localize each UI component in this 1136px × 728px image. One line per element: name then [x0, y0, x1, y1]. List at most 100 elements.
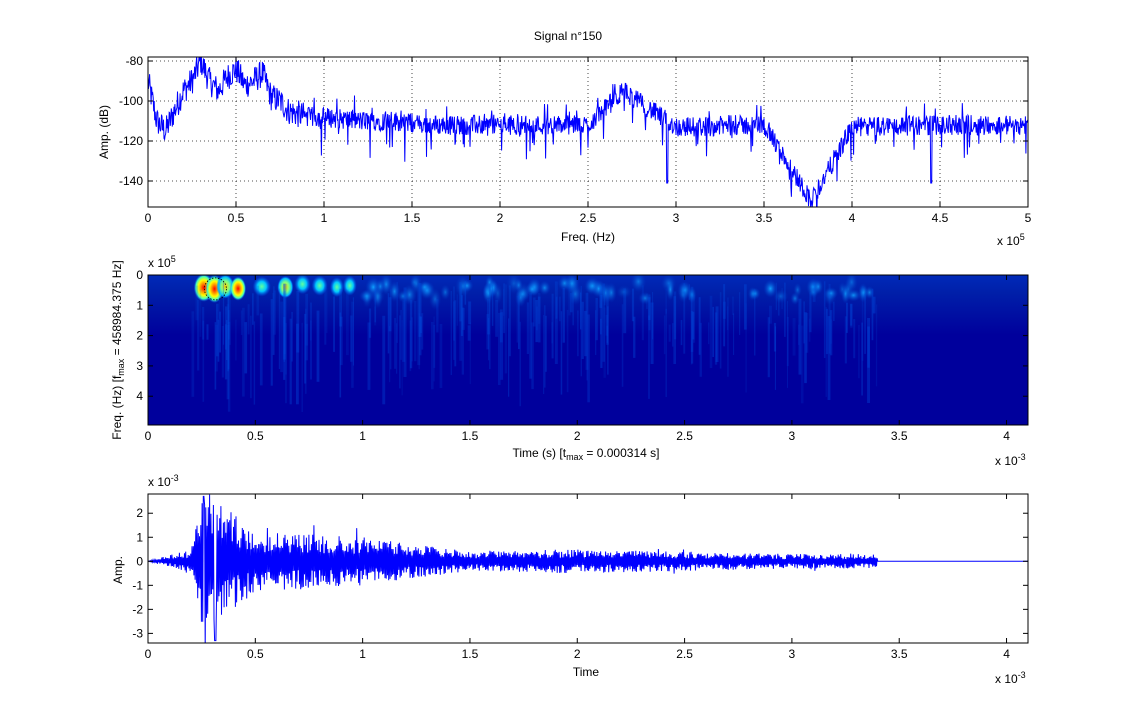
spectrogram-streak — [568, 284, 571, 316]
spectrogram-streak — [858, 325, 860, 379]
spectrogram-streak — [830, 319, 832, 344]
waveform-y-multiplier: x 10-3 — [148, 473, 179, 489]
spectrogram-streak — [214, 322, 217, 390]
spectrogram-energy-blob — [823, 287, 839, 300]
spectrogram-streak — [861, 322, 863, 396]
spectrogram-streak — [745, 303, 747, 393]
spectrogram-energy-blob — [843, 278, 854, 300]
spectrogram-streak — [283, 317, 286, 380]
spectrogram-energy-blob — [687, 286, 697, 304]
spectrogram-streak — [417, 282, 421, 366]
spectrogram-streak — [516, 295, 518, 343]
spectrogram-energy-blob — [773, 289, 789, 304]
spectrogram-ylabel-main: Freq. (Hz) [f — [110, 375, 124, 440]
spectrogram-streak — [226, 304, 230, 325]
spectrogram-streak — [551, 322, 553, 344]
spectrogram-streak — [456, 294, 459, 326]
spectrogram-streak — [270, 299, 273, 386]
spectrogram-streak — [278, 288, 281, 369]
spectrogram-streak — [206, 324, 209, 340]
spectrogram-image — [148, 275, 1028, 425]
spectrogram-streak — [581, 301, 584, 359]
spectrogram-streak — [227, 295, 230, 370]
spectrogram-x-multiplier: x 10-3 — [995, 452, 1026, 468]
spectrogram-streak — [641, 285, 644, 341]
waveform-y-multiplier-base: x 10 — [148, 475, 171, 489]
spectrogram-streak — [218, 282, 220, 319]
spectrogram-streak — [333, 296, 335, 352]
spectrogram-streak — [467, 325, 471, 341]
spectrogram-energy-blob — [342, 275, 357, 296]
spectrogram-streak — [316, 310, 320, 382]
spectrogram-xtick-label: 3.5 — [891, 429, 908, 443]
spectrogram-streak — [454, 300, 457, 367]
spectrum-xtick-label: 3.5 — [756, 211, 773, 225]
spectrogram-streak — [529, 293, 532, 379]
spectrogram-streak — [792, 318, 796, 356]
spectrogram-streak — [732, 296, 734, 315]
spectrogram-streak — [800, 325, 804, 404]
spectrogram-ytick-label: 3 — [136, 359, 143, 373]
spectrogram-streak — [586, 292, 588, 381]
spectrogram-streak — [804, 312, 807, 384]
waveform-plot: 0 0.5 1 1.5 2 2.5 3 3.5 4 2 1 0 -1 -2 -3 Time Amp. x 1… — [111, 473, 1029, 686]
waveform-ylabel: Amp. — [111, 556, 125, 584]
waveform-ytick-label: -2 — [132, 602, 143, 616]
spectrogram-streak — [648, 297, 651, 321]
spectrogram-streak — [368, 308, 372, 338]
waveform-series-line — [148, 494, 1028, 643]
spectrogram-streak — [250, 315, 252, 399]
waveform-xtick-label: 4 — [1003, 647, 1010, 661]
spectrogram-streak — [688, 284, 690, 300]
spectrogram-streak — [531, 322, 534, 390]
spectrogram-streak — [195, 285, 199, 321]
spectrogram-streak — [226, 320, 228, 360]
spectrogram-streak — [798, 324, 800, 345]
spectrogram-streak — [491, 284, 494, 326]
spectrum-ytick-label: -120 — [119, 134, 143, 148]
waveform-xtick-label: 1.5 — [462, 647, 479, 661]
waveform-ytick-label: -3 — [132, 626, 143, 640]
spectrogram-energy-blob — [864, 286, 875, 299]
spectrogram-streak — [503, 283, 506, 334]
spectrogram-streak — [224, 324, 227, 350]
spectrogram-streak — [418, 313, 420, 370]
waveform-ytick-label: 2 — [136, 506, 143, 520]
spectrogram-xlabel-tail: = 0.000314 s] — [583, 446, 659, 460]
spectrum-ytick-label: -80 — [126, 54, 144, 68]
spectrogram-streak — [469, 322, 471, 385]
spectrogram-xtick-label: 1.5 — [462, 429, 479, 443]
spectrogram-streak — [683, 283, 686, 354]
spectrogram-streak — [402, 300, 406, 362]
spectrogram-streak — [283, 283, 286, 360]
spectrogram-xtick-label: 3 — [789, 429, 796, 443]
spectrogram-streak — [606, 325, 608, 343]
spectrogram-streak — [673, 296, 676, 364]
spectrogram-streak — [389, 326, 391, 383]
spectrogram-streak — [875, 304, 878, 387]
waveform-xtick-label: 2 — [574, 647, 581, 661]
spectrogram-streak — [692, 311, 695, 340]
spectrogram-streak — [504, 284, 508, 374]
waveform-xtick-label: 3.5 — [891, 647, 908, 661]
spectrogram-streak — [646, 293, 648, 310]
spectrum-x-multiplier: x 105 — [997, 232, 1025, 248]
spectrogram-streak — [867, 318, 870, 403]
spectrogram-streak — [663, 315, 666, 355]
spectrogram-streak — [374, 306, 377, 326]
spectrogram-ytick-label: 0 — [136, 268, 143, 282]
spectrum-ytick-label: -100 — [119, 94, 143, 108]
spectrogram-xlabel-main: Time (s) [t — [513, 446, 567, 460]
spectrogram-streak — [339, 312, 342, 398]
spectrum-xtick-label: 2 — [497, 211, 504, 225]
waveform-xtick-label: 3 — [789, 647, 796, 661]
spectrogram-energy-blob — [460, 279, 474, 292]
spectrogram-streak — [242, 307, 245, 397]
spectrogram-streak — [823, 281, 826, 358]
spectrogram-streak — [595, 297, 598, 341]
spectrogram-energy-blob — [666, 278, 675, 301]
spectrogram-ylabel-tail: = 458984.375 Hz] — [110, 260, 124, 358]
spectrum-xtick-label: 0.5 — [228, 211, 245, 225]
spectrogram-streak — [808, 318, 811, 342]
spectrogram-streak — [394, 317, 397, 369]
